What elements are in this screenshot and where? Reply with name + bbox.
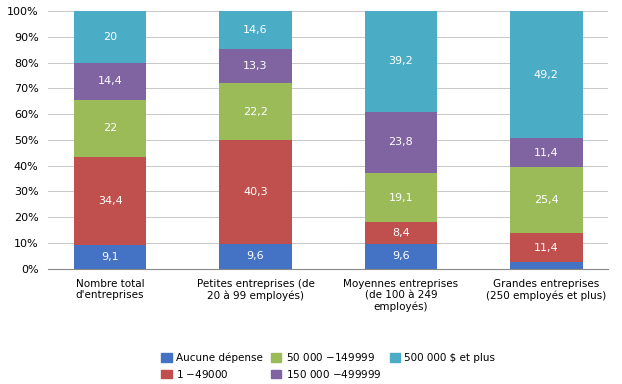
Text: 22: 22 [103, 123, 117, 133]
Bar [510, 138, 583, 167]
Text: 34,4: 34,4 [98, 196, 123, 206]
Bar [74, 11, 146, 63]
Bar [219, 244, 292, 269]
Bar [510, 233, 583, 262]
Bar [74, 100, 146, 157]
Bar [510, 262, 583, 269]
Text: 49,2: 49,2 [534, 70, 559, 79]
Text: 9,6: 9,6 [247, 252, 264, 262]
Bar [219, 140, 292, 244]
Bar [74, 245, 146, 269]
Text: 20: 20 [103, 32, 117, 42]
Text: 25,4: 25,4 [534, 195, 559, 205]
Text: 19,1: 19,1 [389, 193, 413, 203]
Text: 11,4: 11,4 [534, 243, 559, 253]
Bar [74, 63, 146, 100]
Text: 40,3: 40,3 [243, 187, 268, 197]
Bar [219, 11, 292, 49]
Bar [364, 244, 437, 269]
Text: 9,6: 9,6 [392, 252, 410, 262]
Bar [219, 83, 292, 140]
Text: 9,1: 9,1 [101, 252, 119, 262]
Bar [74, 157, 146, 245]
Bar [364, 112, 437, 173]
Text: 39,2: 39,2 [389, 56, 413, 66]
Bar [219, 49, 292, 83]
Legend: Aucune dépense, 1 $ - 49 000 $, 50 000 $ - 149 999 $, 150 000 $ - 499 999 $, 500: Aucune dépense, 1 $ - 49 000 $, 50 000 $… [161, 351, 495, 379]
Bar [364, 11, 437, 112]
Bar [510, 167, 583, 233]
Text: 13,3: 13,3 [243, 61, 267, 71]
Text: 23,8: 23,8 [389, 137, 413, 147]
Bar [364, 222, 437, 244]
Text: 14,4: 14,4 [98, 76, 123, 86]
Bar [364, 173, 437, 222]
Bar [510, 11, 583, 138]
Text: 14,6: 14,6 [243, 25, 268, 35]
Text: 8,4: 8,4 [392, 228, 410, 238]
Text: 22,2: 22,2 [243, 106, 268, 116]
Text: 11,4: 11,4 [534, 148, 559, 158]
